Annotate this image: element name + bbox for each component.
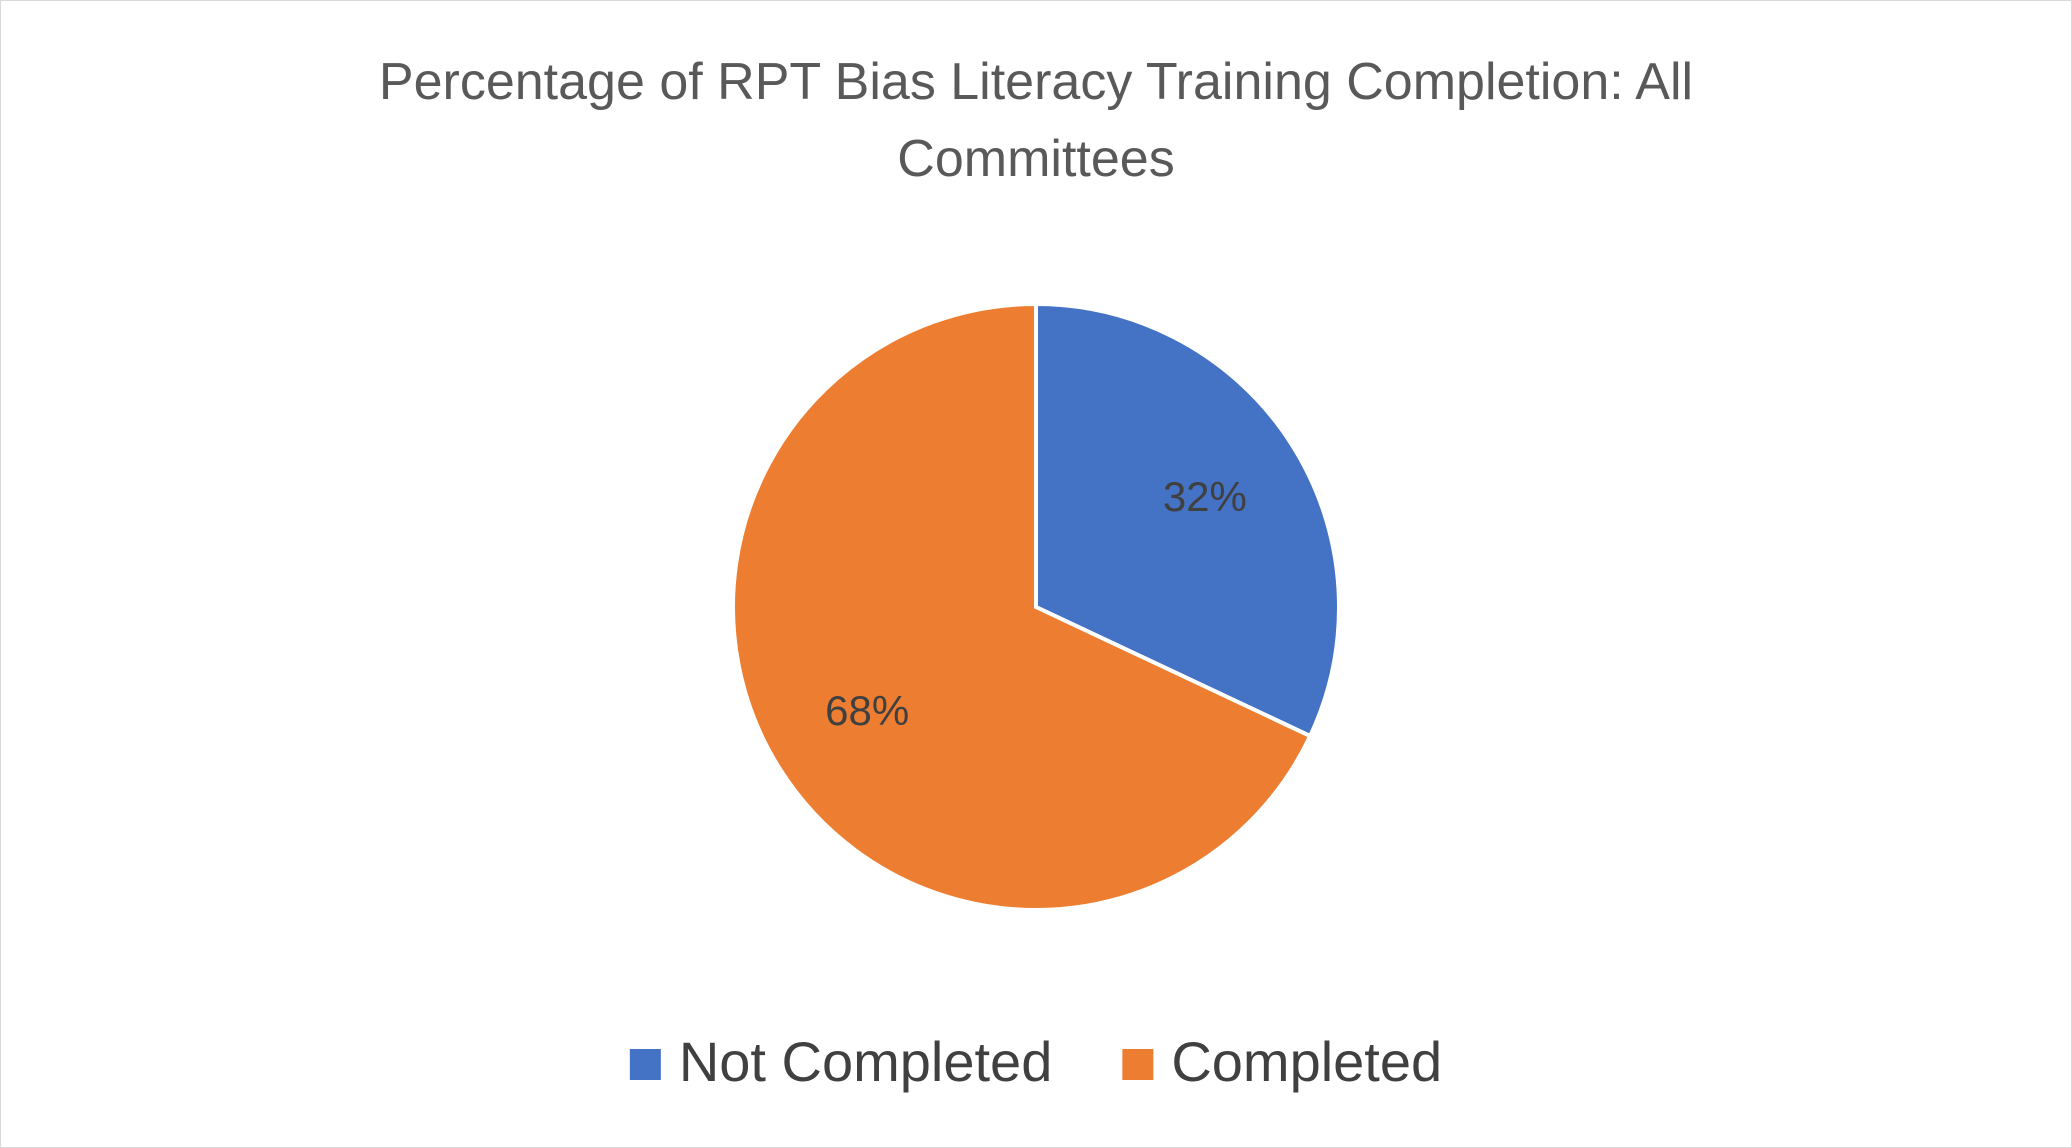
- chart-title: Percentage of RPT Bias Literacy Training…: [378, 53, 1694, 188]
- legend-label: Completed: [1171, 1030, 1442, 1093]
- data-label: 32%: [1163, 473, 1247, 520]
- legend-label: Not Completed: [679, 1030, 1053, 1093]
- legend-swatch: [629, 1049, 661, 1080]
- legend-swatch: [1122, 1049, 1154, 1080]
- pie-slice: [1034, 301, 1341, 739]
- pie-slice: [731, 301, 1313, 912]
- data-label: 68%: [825, 687, 909, 734]
